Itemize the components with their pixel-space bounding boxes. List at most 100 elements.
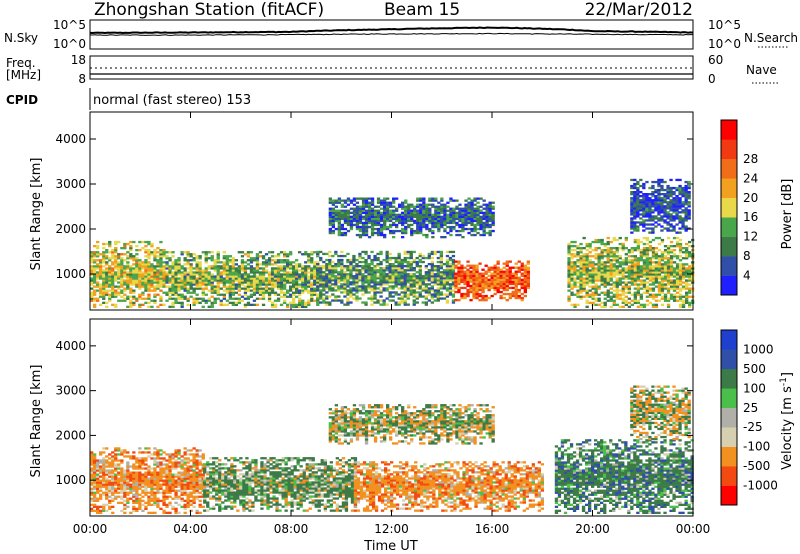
power-cell [367,254,371,258]
power-cell [234,287,238,290]
power-cell [307,289,311,292]
power-cell [195,297,199,300]
power-cell [126,281,130,284]
power-cell [246,297,251,300]
power-cell [90,287,94,290]
power-cell [594,253,598,256]
power-cell [389,231,393,235]
power-cell [370,213,375,216]
power-cell [96,255,100,258]
power-cell [588,261,592,264]
power-cell [120,259,124,262]
power-cell [478,284,482,288]
power-cell [114,273,118,276]
power-cell [364,303,368,306]
power-cell [355,197,360,200]
power-cell [685,291,689,294]
power-cell [470,223,474,227]
power-cell [392,211,396,214]
power-cell [466,276,470,279]
power-cell [526,284,530,288]
power-cell [416,211,420,214]
power-cell [499,286,503,290]
power-cell [603,242,607,246]
power-cell [195,267,199,270]
power-cell [174,273,178,276]
power-cell [258,283,263,286]
power-cell [627,261,631,264]
power-cell [413,219,417,223]
power-cell [642,182,646,186]
power-cell [630,299,634,302]
power-cell [663,273,668,276]
power-cell [445,273,450,276]
power-cell [132,279,136,282]
power-cell [681,193,685,196]
power-cell [627,285,631,288]
power-cell [609,275,613,278]
power-cell [270,305,275,308]
power-cell [401,221,405,225]
power-cell [508,268,512,271]
power-cell [413,213,417,216]
power-cell [567,275,571,278]
power-cell [448,263,453,266]
power-cell [582,263,586,266]
power-cell [488,209,492,212]
power-cell [591,261,595,264]
power-cell [672,273,677,276]
power-cell [364,265,368,268]
power-cell [225,269,229,272]
power-cell [484,284,488,288]
power-cell [687,217,691,220]
power-cell [114,249,118,252]
power-cell [410,213,414,216]
power-cell [228,275,232,278]
power-cell [397,271,401,274]
power-cell [216,285,220,288]
power-cell [567,253,571,256]
power-cell [666,269,671,272]
power-cell [304,275,308,278]
power-cell [349,293,353,296]
power-cell [666,205,670,208]
power-cell [621,261,625,264]
power-cell [352,213,357,216]
power-cell [436,275,440,278]
power-cell [180,293,184,296]
power-cell [681,225,685,228]
power-cell [322,287,326,290]
power-cell [660,259,665,262]
power-cell [472,272,476,275]
power-cell [630,205,634,208]
power-cell [129,257,133,260]
power-cell [370,303,374,306]
power-cell [579,297,583,300]
power-cell [337,223,341,227]
power-cell [481,296,485,300]
power-cell [621,245,625,248]
power-cell [295,271,299,274]
power-cell [442,271,447,274]
power-cell [108,251,112,254]
power-cell [663,263,668,266]
power-cell [606,291,610,294]
power-cell [615,295,619,298]
power-cell [678,271,683,274]
power-cell [340,283,344,286]
power-cell [392,205,396,208]
power-cell [669,259,674,262]
power-cell [421,283,425,286]
power-cell [434,221,438,225]
power-cell [467,215,471,218]
power-cell [484,296,488,300]
power-cell [636,229,640,232]
power-cell [642,281,647,284]
power-cell [678,191,682,194]
power-cell [425,227,429,231]
power-cell [159,263,163,266]
power-cell [660,291,665,294]
power-cell [636,283,640,286]
power-cell [204,267,208,270]
power-cell [346,213,351,216]
